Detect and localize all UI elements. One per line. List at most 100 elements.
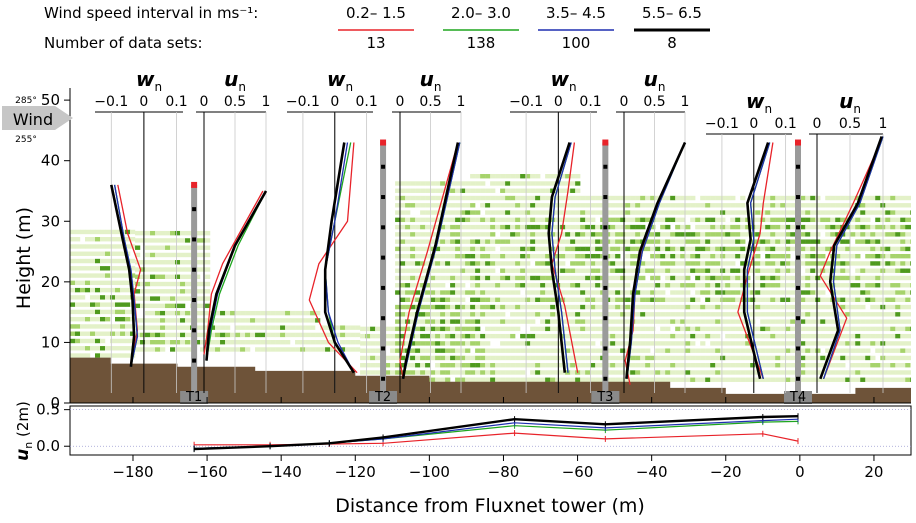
canopy-cell bbox=[515, 210, 521, 215]
canopy-cell bbox=[615, 290, 621, 295]
canopy-cell bbox=[425, 283, 431, 288]
canopy-cell bbox=[610, 348, 616, 353]
canopy-cell bbox=[725, 326, 731, 332]
canopy-cell bbox=[485, 217, 491, 223]
canopy-cell bbox=[285, 310, 291, 316]
canopy-cell bbox=[780, 304, 786, 310]
canopy-cell bbox=[470, 210, 476, 215]
canopy-cell bbox=[805, 203, 811, 208]
canopy-cell bbox=[685, 290, 691, 295]
canopy-cell bbox=[175, 318, 181, 323]
canopy-cell bbox=[870, 370, 876, 375]
canopy-cell bbox=[590, 268, 596, 273]
canopy-cell bbox=[400, 283, 406, 288]
canopy-cell bbox=[615, 217, 621, 223]
canopy-cell bbox=[475, 261, 481, 266]
canopy-cell bbox=[295, 340, 301, 345]
canopy-cell bbox=[580, 232, 586, 237]
w-axis-subscript-T1: n bbox=[154, 80, 162, 94]
canopy-cell bbox=[165, 245, 171, 250]
canopy-cell bbox=[890, 319, 896, 324]
canopy-cell bbox=[670, 283, 676, 288]
canopy-cell bbox=[905, 217, 911, 223]
canopy-cell bbox=[755, 195, 761, 201]
canopy-cell bbox=[845, 246, 851, 252]
canopy-cell bbox=[720, 275, 726, 281]
canopy-cell bbox=[205, 296, 211, 301]
canopy-cell bbox=[445, 355, 451, 361]
canopy-cell bbox=[115, 338, 121, 344]
canopy-cell bbox=[865, 224, 871, 230]
canopy-cell bbox=[705, 319, 711, 324]
canopy-cell bbox=[370, 326, 376, 332]
canopy-cell bbox=[720, 377, 726, 382]
canopy-cell bbox=[105, 346, 111, 351]
canopy-cell bbox=[490, 297, 496, 302]
canopy-cell bbox=[845, 275, 851, 281]
canopy-cell bbox=[700, 377, 706, 382]
canopy-cell bbox=[860, 304, 866, 310]
canopy-cell bbox=[515, 261, 521, 266]
canopy-cell bbox=[430, 370, 436, 375]
canopy-cell bbox=[910, 319, 911, 324]
canopy-cell bbox=[645, 217, 651, 223]
canopy-cell bbox=[590, 239, 596, 244]
canopy-cell bbox=[405, 333, 411, 339]
canopy-cell bbox=[700, 268, 706, 273]
canopy-cell bbox=[485, 195, 491, 201]
canopy-cell bbox=[705, 297, 711, 302]
canopy-cell bbox=[655, 319, 661, 324]
canopy-cell bbox=[695, 355, 701, 361]
canopy-cell bbox=[905, 370, 911, 375]
canopy-cell bbox=[680, 261, 686, 266]
canopy-cell bbox=[525, 217, 531, 223]
legend-count-2: 138 bbox=[467, 34, 496, 52]
canopy-cell bbox=[690, 195, 696, 201]
canopy-cell bbox=[290, 318, 296, 323]
canopy-cell bbox=[805, 370, 811, 375]
canopy-cell bbox=[695, 348, 701, 353]
canopy-cell bbox=[565, 224, 571, 230]
u-tick-label-T2: 0.5 bbox=[419, 94, 441, 110]
canopy-cell bbox=[630, 195, 636, 201]
canopy-cell bbox=[680, 290, 686, 295]
canopy-cell bbox=[525, 174, 531, 179]
canopy-cell bbox=[450, 275, 456, 281]
canopy-cell bbox=[665, 253, 671, 259]
canopy-cell bbox=[580, 326, 586, 332]
canopy-cell bbox=[645, 246, 651, 252]
canopy-cell bbox=[820, 326, 826, 332]
canopy-cell bbox=[535, 232, 541, 237]
canopy-cell bbox=[545, 174, 551, 179]
canopy-cell bbox=[440, 261, 446, 266]
canopy-cell bbox=[90, 302, 96, 307]
canopy-cell bbox=[465, 246, 471, 252]
canopy-cell bbox=[905, 232, 911, 237]
canopy-cell bbox=[90, 273, 96, 278]
canopy-cell bbox=[630, 224, 636, 230]
canopy-cell bbox=[155, 289, 161, 294]
canopy-cell bbox=[440, 224, 446, 230]
canopy-cell bbox=[875, 195, 881, 201]
canopy-cell bbox=[760, 246, 766, 252]
canopy-cell bbox=[670, 195, 676, 201]
canopy-cell bbox=[590, 319, 596, 324]
canopy-cell bbox=[905, 239, 911, 244]
canopy-cell bbox=[740, 363, 746, 368]
canopy-cell bbox=[850, 326, 856, 332]
canopy-cell bbox=[100, 302, 106, 307]
canopy-cell bbox=[785, 246, 791, 252]
canopy-cell bbox=[540, 268, 546, 273]
canopy-cell bbox=[515, 377, 521, 382]
canopy-cell bbox=[780, 297, 786, 302]
canopy-cell bbox=[110, 258, 116, 264]
canopy-cell bbox=[160, 274, 166, 279]
canopy-cell bbox=[530, 348, 536, 353]
canopy-cell bbox=[145, 325, 151, 330]
canopy-cell bbox=[660, 268, 666, 273]
canopy-cell bbox=[895, 297, 901, 302]
canopy-cell bbox=[425, 232, 431, 237]
canopy-cell bbox=[665, 304, 671, 310]
canopy-cell bbox=[620, 203, 626, 208]
canopy-cell bbox=[420, 195, 426, 201]
